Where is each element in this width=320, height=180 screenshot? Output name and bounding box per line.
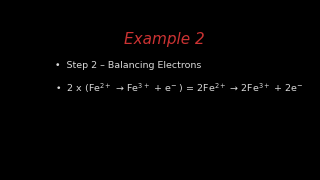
Text: Example 2: Example 2 [124, 32, 204, 47]
Text: •  2 x (Fe$^{2+}$ → Fe$^{3+}$ + e$^{-}$ ) = 2Fe$^{2+}$ → 2Fe$^{3+}$ + 2e$^{-}$: • 2 x (Fe$^{2+}$ → Fe$^{3+}$ + e$^{-}$ )… [55, 81, 303, 95]
Text: •  Step 2 – Balancing Electrons: • Step 2 – Balancing Electrons [55, 61, 201, 70]
